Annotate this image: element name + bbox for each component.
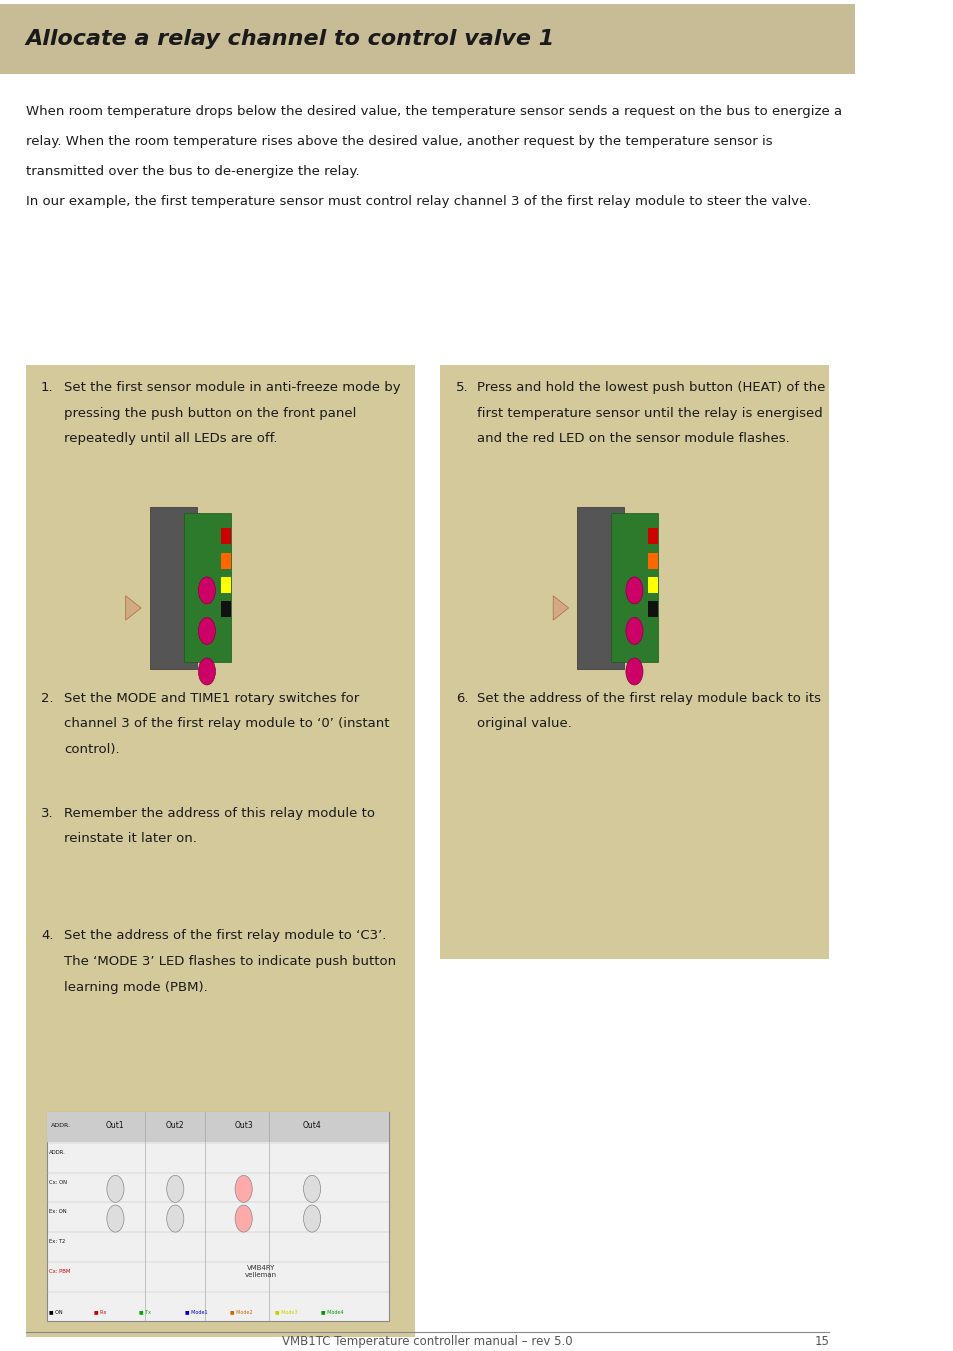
Text: Ex: T2: Ex: T2	[49, 1239, 65, 1244]
Text: Allocate a relay channel to control valve 1: Allocate a relay channel to control valv…	[26, 30, 555, 49]
Text: learning mode (PBM).: learning mode (PBM).	[64, 981, 208, 994]
Text: ■ Mode3: ■ Mode3	[275, 1309, 297, 1315]
Text: Set the first sensor module in anti-freeze mode by: Set the first sensor module in anti-free…	[64, 381, 400, 394]
Text: VMB1TC Temperature controller manual – rev 5.0: VMB1TC Temperature controller manual – r…	[282, 1335, 572, 1348]
FancyBboxPatch shape	[26, 365, 415, 1337]
Text: control).: control).	[64, 743, 120, 757]
Circle shape	[167, 1205, 184, 1232]
Text: ■ ON: ■ ON	[49, 1309, 62, 1315]
Circle shape	[625, 617, 642, 644]
FancyBboxPatch shape	[647, 553, 658, 569]
FancyBboxPatch shape	[220, 528, 231, 544]
Text: 1.: 1.	[41, 381, 53, 394]
Circle shape	[167, 1175, 184, 1202]
Text: 3.: 3.	[41, 807, 53, 820]
Text: The ‘MODE 3’ LED flashes to indicate push button: The ‘MODE 3’ LED flashes to indicate pus…	[64, 955, 395, 969]
FancyBboxPatch shape	[647, 601, 658, 617]
Circle shape	[198, 617, 215, 644]
Text: ■ Mode1: ■ Mode1	[185, 1309, 207, 1315]
Circle shape	[234, 1205, 252, 1232]
Text: Cx: PBM: Cx: PBM	[49, 1269, 70, 1274]
Polygon shape	[553, 596, 568, 620]
Text: Ex: ON: Ex: ON	[49, 1209, 67, 1215]
Text: ■ Rx: ■ Rx	[94, 1309, 107, 1315]
Text: Set the address of the first relay module back to its: Set the address of the first relay modul…	[476, 692, 821, 705]
Text: VMB4RY
velleman: VMB4RY velleman	[245, 1265, 276, 1278]
Circle shape	[303, 1175, 320, 1202]
Circle shape	[107, 1205, 124, 1232]
Text: channel 3 of the first relay module to ‘0’ (instant: channel 3 of the first relay module to ‘…	[64, 717, 389, 731]
FancyBboxPatch shape	[440, 365, 828, 959]
FancyBboxPatch shape	[184, 513, 231, 662]
FancyBboxPatch shape	[0, 4, 854, 74]
Text: original value.: original value.	[476, 717, 572, 731]
FancyBboxPatch shape	[577, 507, 623, 669]
Text: ■ Tx: ■ Tx	[139, 1309, 152, 1315]
FancyBboxPatch shape	[647, 577, 658, 593]
Text: 4.: 4.	[41, 929, 53, 943]
Circle shape	[303, 1205, 320, 1232]
Text: ADDR.: ADDR.	[49, 1150, 66, 1155]
Text: Out1: Out1	[106, 1121, 125, 1129]
Circle shape	[625, 577, 642, 604]
FancyBboxPatch shape	[47, 1112, 389, 1321]
Text: In our example, the first temperature sensor must control relay channel 3 of the: In our example, the first temperature se…	[26, 195, 810, 208]
Text: pressing the push button on the front panel: pressing the push button on the front pa…	[64, 407, 356, 420]
FancyBboxPatch shape	[220, 577, 231, 593]
Circle shape	[625, 658, 642, 685]
Text: ■ Mode2: ■ Mode2	[230, 1309, 253, 1315]
Text: reinstate it later on.: reinstate it later on.	[64, 832, 197, 846]
Text: ADDR.: ADDR.	[51, 1123, 71, 1128]
Text: 2.: 2.	[41, 692, 53, 705]
Circle shape	[198, 577, 215, 604]
Text: 15: 15	[814, 1335, 828, 1348]
Text: Out3: Out3	[234, 1121, 253, 1129]
Text: Set the address of the first relay module to ‘C3’.: Set the address of the first relay modul…	[64, 929, 386, 943]
Text: first temperature sensor until the relay is energised: first temperature sensor until the relay…	[476, 407, 822, 420]
Text: When room temperature drops below the desired value, the temperature sensor send: When room temperature drops below the de…	[26, 105, 841, 119]
Text: 6.: 6.	[456, 692, 468, 705]
FancyBboxPatch shape	[647, 528, 658, 544]
FancyBboxPatch shape	[47, 1112, 389, 1142]
Polygon shape	[126, 596, 141, 620]
Text: ■ Mode4: ■ Mode4	[320, 1309, 343, 1315]
Text: transmitted over the bus to de-energize the relay.: transmitted over the bus to de-energize …	[26, 165, 359, 178]
Text: Set the MODE and TIME1 rotary switches for: Set the MODE and TIME1 rotary switches f…	[64, 692, 359, 705]
Circle shape	[107, 1175, 124, 1202]
Text: Remember the address of this relay module to: Remember the address of this relay modul…	[64, 807, 375, 820]
Text: relay. When the room temperature rises above the desired value, another request : relay. When the room temperature rises a…	[26, 135, 772, 149]
Text: and the red LED on the sensor module flashes.: and the red LED on the sensor module fla…	[476, 432, 789, 446]
Text: Cx: ON: Cx: ON	[49, 1179, 67, 1185]
FancyBboxPatch shape	[150, 507, 196, 669]
Circle shape	[234, 1175, 252, 1202]
Text: Press and hold the lowest push button (HEAT) of the: Press and hold the lowest push button (H…	[476, 381, 824, 394]
Text: 5.: 5.	[456, 381, 468, 394]
FancyBboxPatch shape	[220, 553, 231, 569]
Text: Out4: Out4	[302, 1121, 321, 1129]
Circle shape	[198, 658, 215, 685]
Text: Out2: Out2	[166, 1121, 184, 1129]
FancyBboxPatch shape	[611, 513, 658, 662]
Text: repeatedly until all LEDs are off.: repeatedly until all LEDs are off.	[64, 432, 277, 446]
FancyBboxPatch shape	[220, 601, 231, 617]
